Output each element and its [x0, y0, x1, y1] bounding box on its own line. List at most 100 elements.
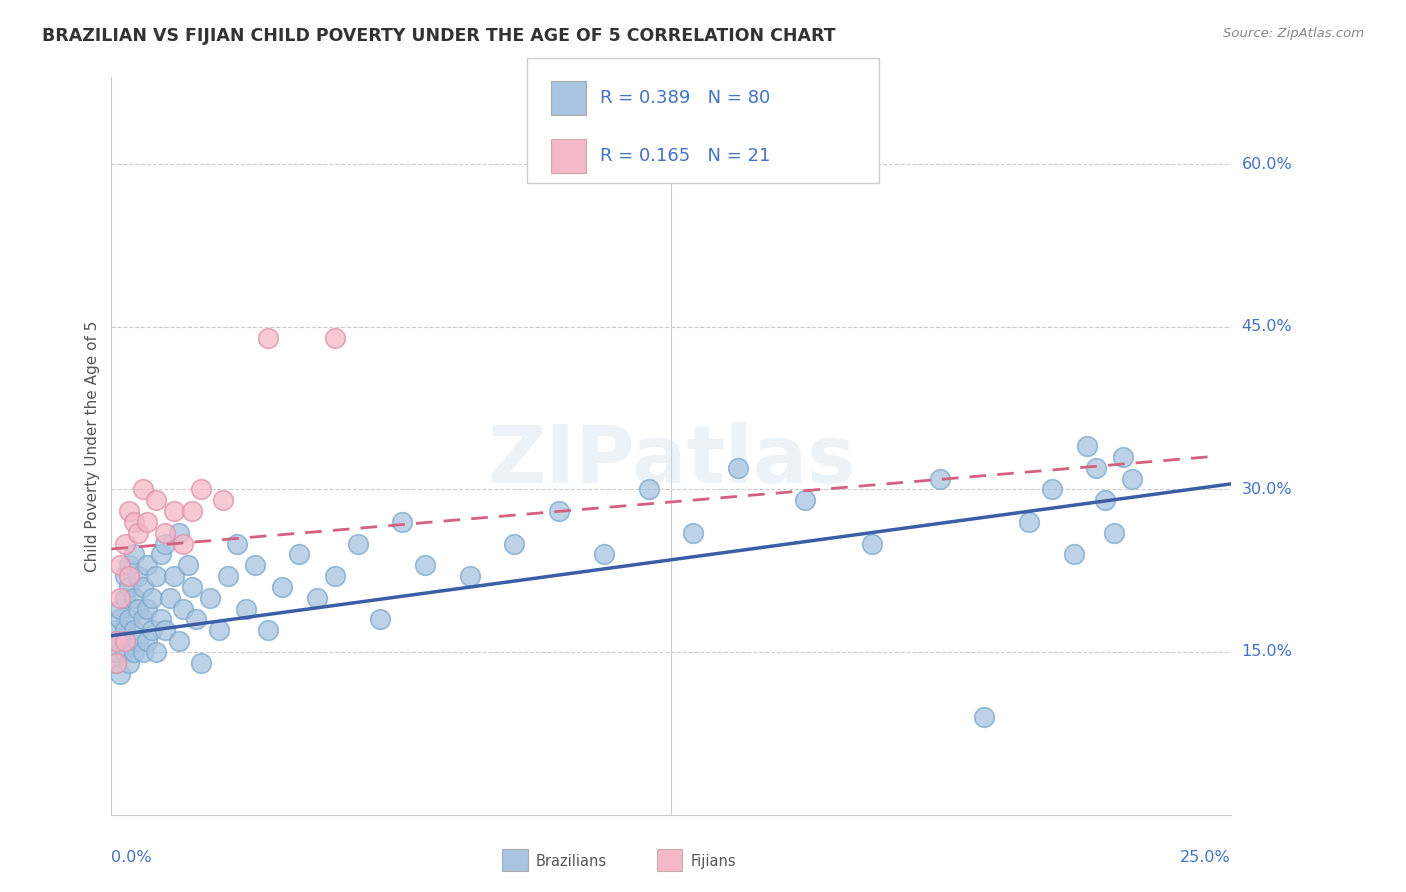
Point — [127, 569, 149, 583]
Point — [136, 634, 159, 648]
Point — [1018, 515, 1040, 529]
Point — [198, 591, 221, 605]
Point — [270, 580, 292, 594]
Point — [118, 612, 141, 626]
Point — [110, 601, 132, 615]
Point — [682, 525, 704, 540]
Point — [186, 612, 208, 626]
Text: 15.0%: 15.0% — [1241, 644, 1292, 659]
Point — [136, 515, 159, 529]
Point — [928, 471, 950, 485]
Point — [132, 645, 155, 659]
Point — [104, 634, 127, 648]
Point — [145, 493, 167, 508]
Point — [391, 515, 413, 529]
Point — [149, 612, 172, 626]
Point — [1094, 493, 1116, 508]
Point — [592, 548, 614, 562]
Point — [257, 624, 280, 638]
Point — [114, 624, 136, 638]
Point — [235, 601, 257, 615]
Point — [212, 493, 235, 508]
Point — [132, 580, 155, 594]
Point — [167, 525, 190, 540]
Point — [122, 515, 145, 529]
Point — [145, 569, 167, 583]
Point — [190, 656, 212, 670]
Point — [127, 634, 149, 648]
Point — [132, 612, 155, 626]
Point — [153, 624, 176, 638]
Point — [172, 536, 194, 550]
Point — [141, 591, 163, 605]
Point — [118, 558, 141, 573]
Point — [794, 493, 817, 508]
Point — [167, 634, 190, 648]
Point — [114, 591, 136, 605]
Point — [413, 558, 436, 573]
Point — [132, 483, 155, 497]
Point — [346, 536, 368, 550]
Point — [176, 558, 198, 573]
Point — [637, 483, 659, 497]
Point — [104, 656, 127, 670]
Point — [104, 645, 127, 659]
Point — [503, 536, 526, 550]
Point — [1076, 439, 1098, 453]
Point — [172, 601, 194, 615]
Point — [548, 504, 571, 518]
Point — [323, 569, 346, 583]
Point — [122, 591, 145, 605]
Text: Source: ZipAtlas.com: Source: ZipAtlas.com — [1223, 27, 1364, 40]
Point — [153, 525, 176, 540]
Point — [257, 330, 280, 344]
Point — [1102, 525, 1125, 540]
Point — [159, 591, 181, 605]
Point — [1112, 450, 1135, 464]
Point — [307, 591, 329, 605]
Point — [104, 624, 127, 638]
Point — [1063, 548, 1085, 562]
Point — [145, 645, 167, 659]
Point — [110, 591, 132, 605]
Point — [127, 601, 149, 615]
Point — [973, 710, 995, 724]
Text: R = 0.389   N = 80: R = 0.389 N = 80 — [600, 89, 770, 107]
Text: 30.0%: 30.0% — [1241, 482, 1292, 497]
Point — [110, 612, 132, 626]
Point — [1040, 483, 1063, 497]
Point — [1121, 471, 1143, 485]
Text: 0.0%: 0.0% — [111, 850, 152, 865]
Point — [114, 536, 136, 550]
Point — [163, 569, 186, 583]
Point — [225, 536, 247, 550]
Text: BRAZILIAN VS FIJIAN CHILD POVERTY UNDER THE AGE OF 5 CORRELATION CHART: BRAZILIAN VS FIJIAN CHILD POVERTY UNDER … — [42, 27, 835, 45]
Point — [727, 460, 749, 475]
Point — [122, 645, 145, 659]
Text: 25.0%: 25.0% — [1180, 850, 1230, 865]
Point — [1085, 460, 1108, 475]
Point — [110, 634, 132, 648]
Point — [118, 569, 141, 583]
Point — [163, 504, 186, 518]
Point — [114, 569, 136, 583]
Point — [208, 624, 231, 638]
Y-axis label: Child Poverty Under the Age of 5: Child Poverty Under the Age of 5 — [86, 320, 100, 572]
Text: 45.0%: 45.0% — [1241, 319, 1292, 334]
Point — [136, 601, 159, 615]
Point — [118, 504, 141, 518]
Point — [141, 624, 163, 638]
Point — [288, 548, 311, 562]
Point — [110, 558, 132, 573]
Text: Fijians: Fijians — [690, 855, 737, 870]
Point — [114, 645, 136, 659]
Point — [181, 580, 204, 594]
Text: R = 0.165   N = 21: R = 0.165 N = 21 — [600, 147, 770, 165]
Point — [114, 634, 136, 648]
Point — [122, 548, 145, 562]
Point — [458, 569, 481, 583]
Point — [217, 569, 239, 583]
Text: Brazilians: Brazilians — [536, 855, 607, 870]
Point — [153, 536, 176, 550]
Point — [368, 612, 391, 626]
